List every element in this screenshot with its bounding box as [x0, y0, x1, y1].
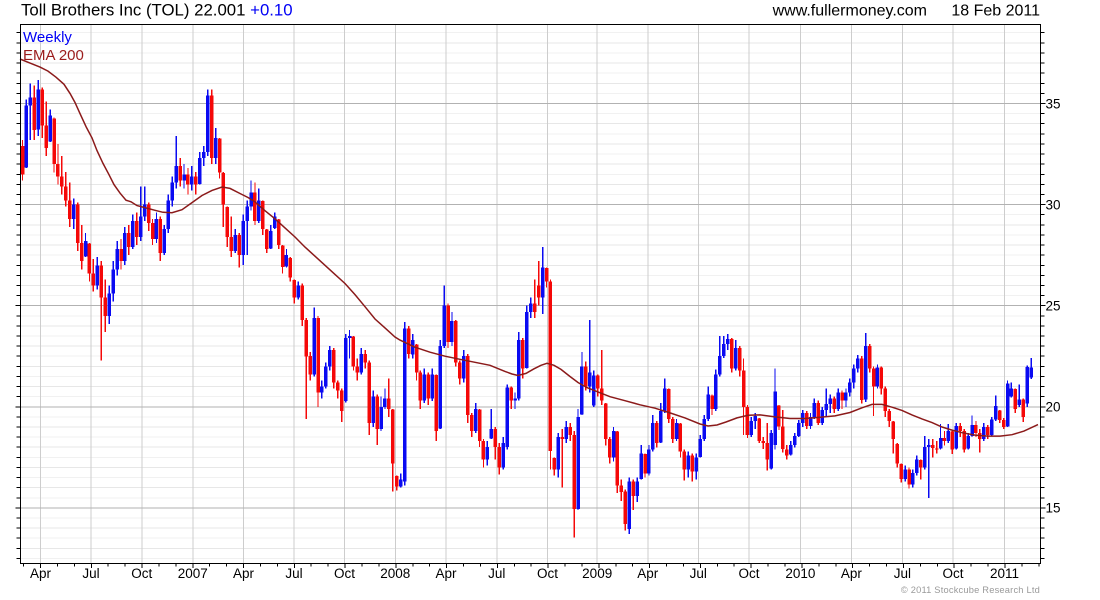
svg-text:Jul: Jul	[285, 566, 302, 581]
svg-text:30: 30	[1046, 197, 1061, 212]
svg-text:15: 15	[1046, 501, 1061, 516]
svg-text:Oct: Oct	[131, 566, 152, 581]
svg-text:Oct: Oct	[537, 566, 558, 581]
svg-text:2010: 2010	[785, 566, 815, 581]
svg-text:www.fullermoney.com: www.fullermoney.com	[772, 3, 927, 20]
svg-text:18 Feb 2011: 18 Feb 2011	[951, 3, 1040, 20]
svg-text:Apr: Apr	[637, 566, 659, 581]
svg-text:Oct: Oct	[942, 566, 963, 581]
svg-text:35: 35	[1046, 96, 1061, 111]
svg-text:Weekly: Weekly	[23, 29, 72, 46]
svg-text:Apr: Apr	[435, 566, 457, 581]
svg-text:Oct: Oct	[738, 566, 759, 581]
svg-text:Apr: Apr	[841, 566, 863, 581]
svg-text:Jul: Jul	[488, 566, 505, 581]
svg-text:Toll Brothers Inc (TOL) 22.001: Toll Brothers Inc (TOL) 22.001 +0.10	[21, 1, 293, 20]
svg-text:© 2011 Stockcube Research Ltd: © 2011 Stockcube Research Ltd	[901, 585, 1040, 595]
svg-text:2011: 2011	[990, 566, 1019, 581]
svg-text:Jul: Jul	[82, 566, 99, 581]
svg-text:2009: 2009	[582, 566, 612, 581]
svg-text:EMA 200: EMA 200	[23, 47, 84, 64]
svg-text:2007: 2007	[178, 566, 208, 581]
svg-text:Oct: Oct	[334, 566, 355, 581]
svg-text:20: 20	[1046, 400, 1061, 415]
svg-text:Apr: Apr	[233, 566, 255, 581]
svg-text:Apr: Apr	[30, 566, 52, 581]
svg-text:25: 25	[1046, 299, 1061, 314]
svg-text:Jul: Jul	[894, 566, 911, 581]
svg-text:2008: 2008	[380, 566, 410, 581]
svg-text:Jul: Jul	[690, 566, 707, 581]
